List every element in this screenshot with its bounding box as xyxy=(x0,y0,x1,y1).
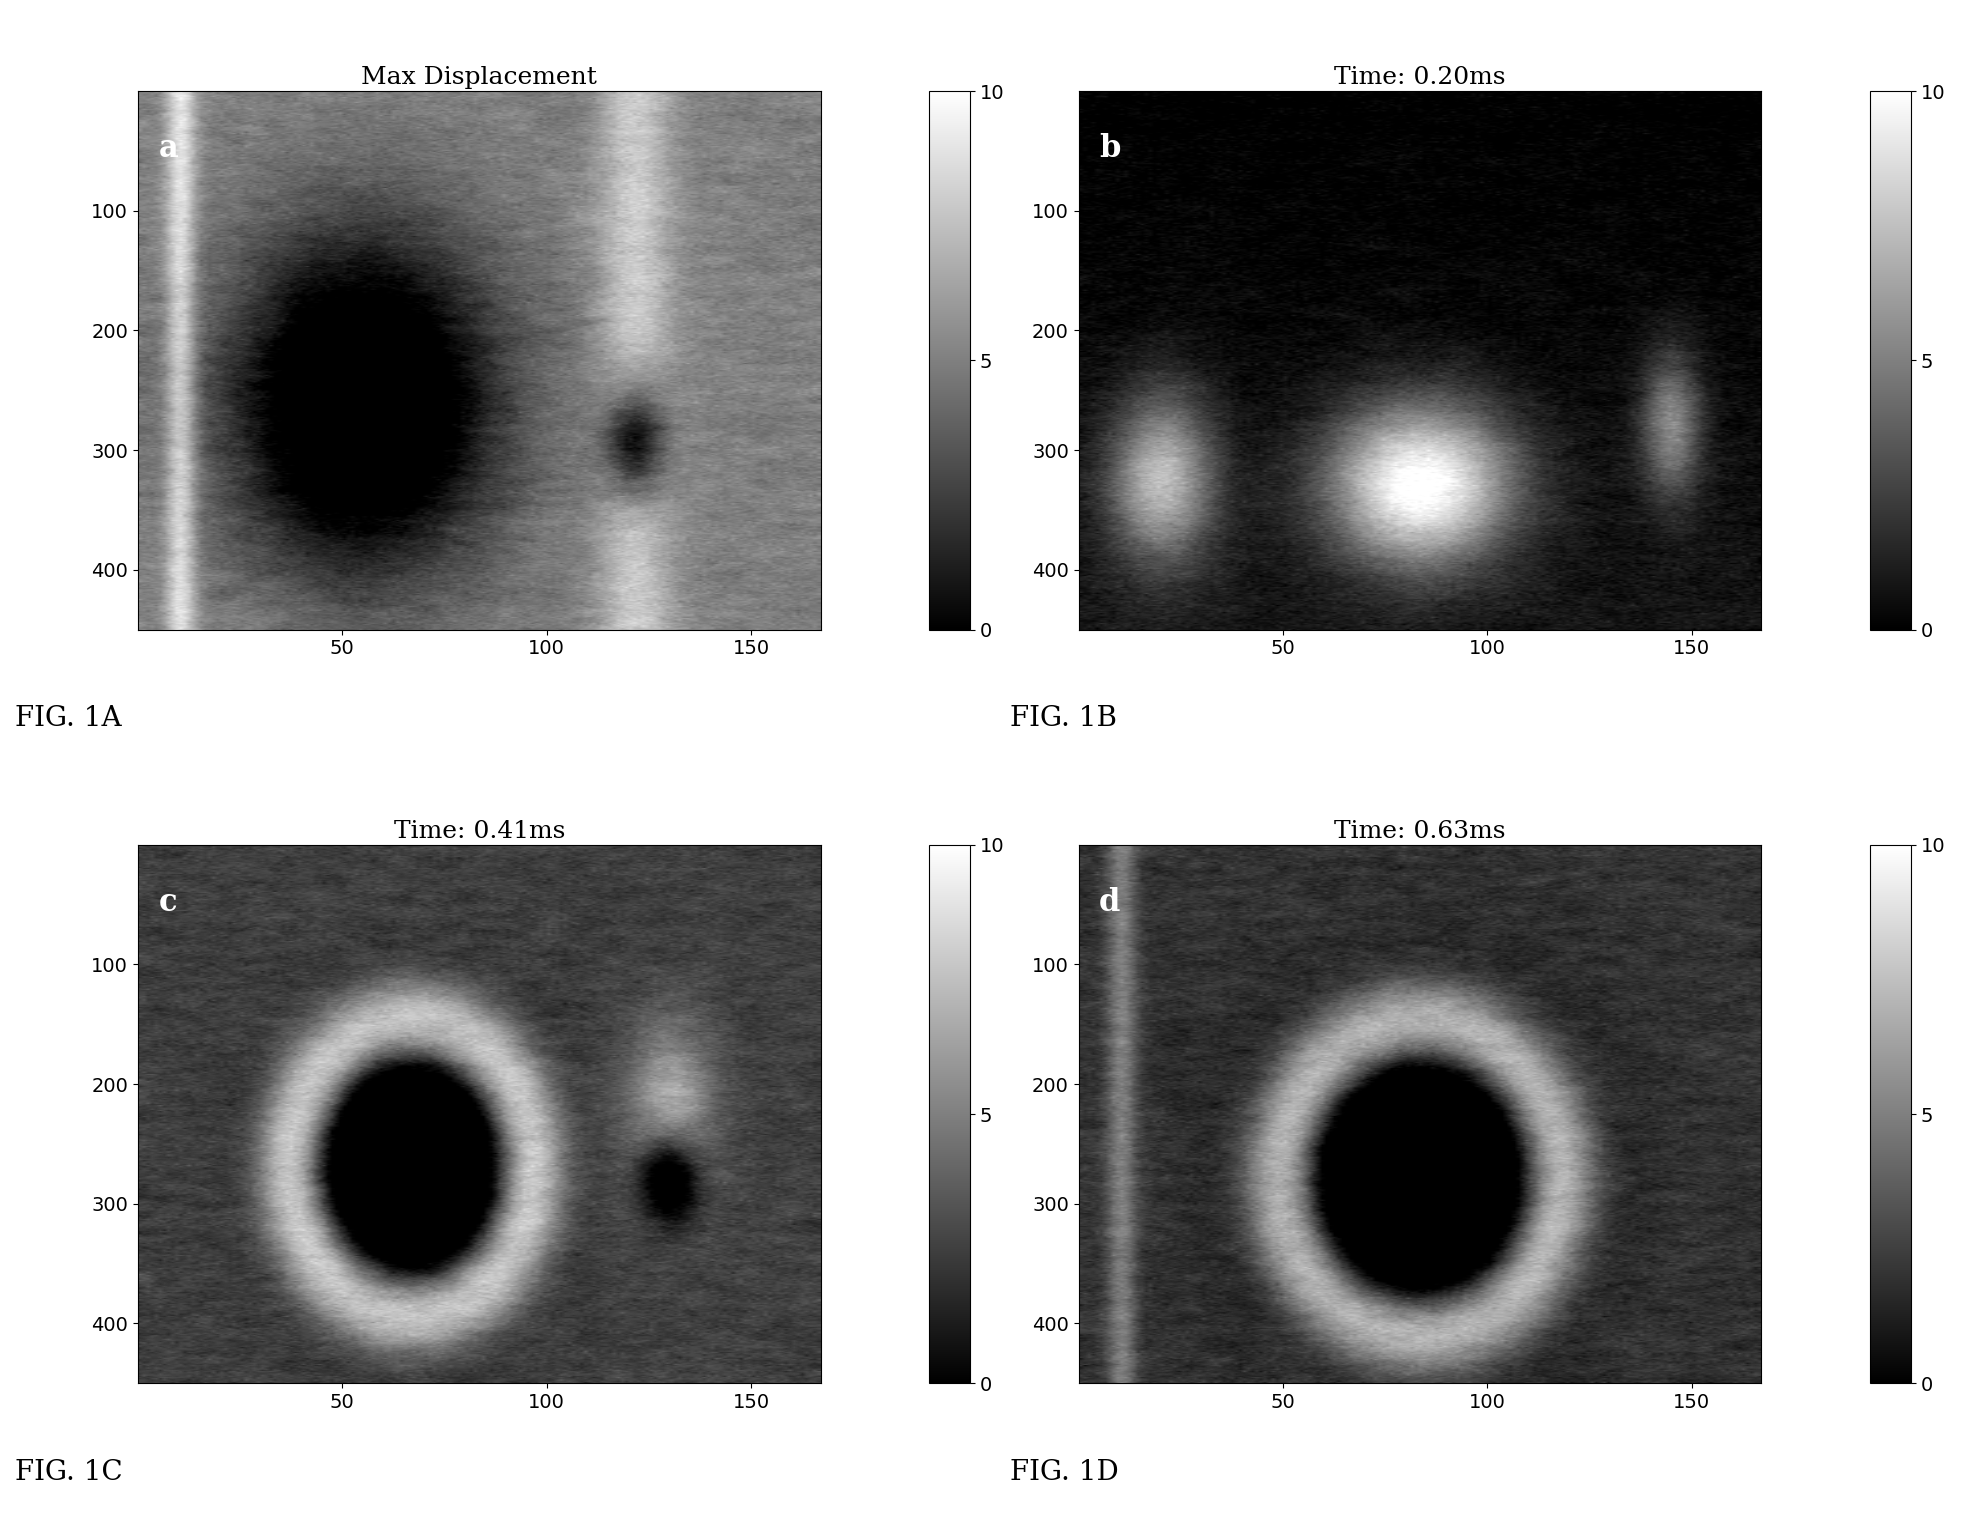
Text: FIG. 1C: FIG. 1C xyxy=(16,1459,122,1485)
Text: c: c xyxy=(158,886,177,918)
Title: Max Displacement: Max Displacement xyxy=(361,67,597,90)
Title: Time: 0.20ms: Time: 0.20ms xyxy=(1334,67,1505,90)
Text: b: b xyxy=(1099,132,1121,164)
Text: d: d xyxy=(1099,886,1121,918)
Text: FIG. 1B: FIG. 1B xyxy=(1011,705,1117,733)
Text: a: a xyxy=(158,132,177,164)
Text: FIG. 1A: FIG. 1A xyxy=(16,705,122,733)
Title: Time: 0.41ms: Time: 0.41ms xyxy=(394,819,565,844)
Text: FIG. 1D: FIG. 1D xyxy=(1011,1459,1119,1485)
Title: Time: 0.63ms: Time: 0.63ms xyxy=(1334,819,1505,844)
